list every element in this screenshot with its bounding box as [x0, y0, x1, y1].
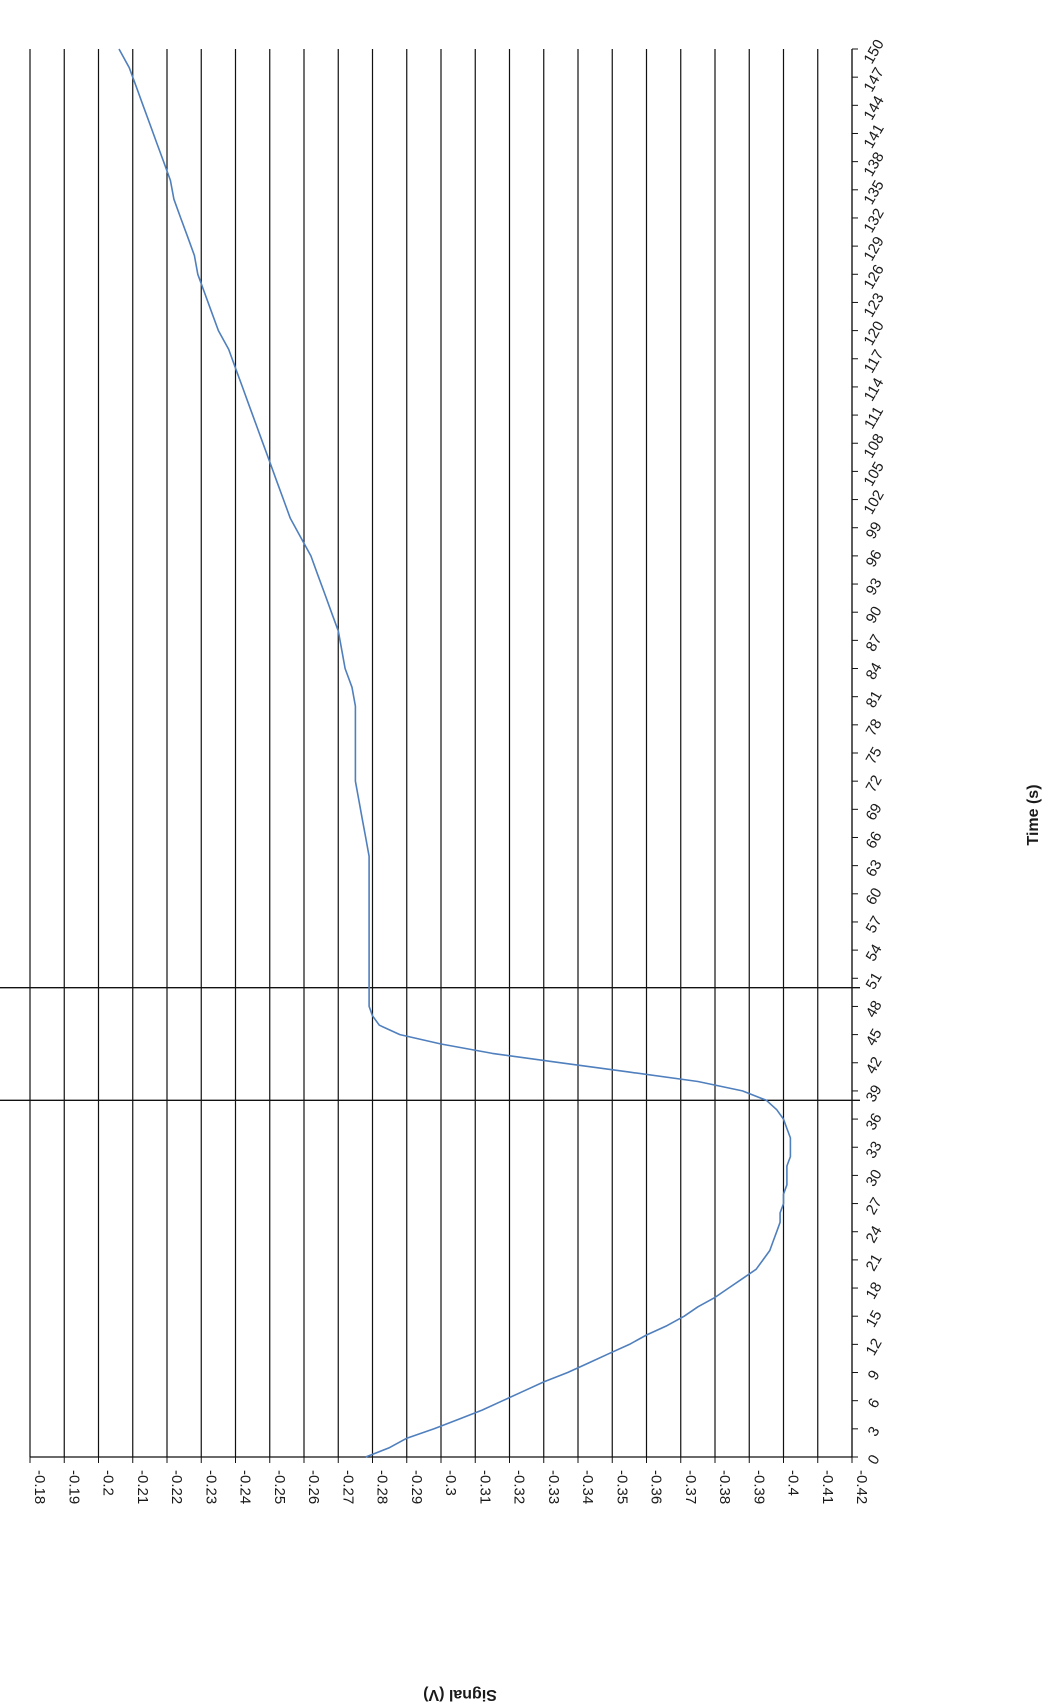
time-tick-label: 126: [860, 262, 887, 292]
signal-tick-labels: -0.18 -0.19 -0.2 -0.21 -0.22 -0.23 -0.24 -0.25-…: [31, 1470, 870, 1504]
time-tick-label: 6: [865, 1396, 884, 1412]
time-tick-label: 120: [860, 318, 887, 348]
time-tick-label: 111: [861, 404, 887, 432]
signal-tick-label: -0.35: [613, 1470, 630, 1504]
time-tick-label: 15: [863, 1307, 886, 1330]
time-tick-label: 144: [860, 93, 887, 123]
time-tick-label: 147: [860, 65, 887, 95]
signal-tick-label: -0.25: [271, 1470, 288, 1504]
time-tick-label: 12: [863, 1336, 886, 1359]
signal-tick-label: -0.26: [305, 1470, 322, 1504]
time-tick-label: 60: [863, 885, 886, 908]
time-tick-label: 138: [860, 149, 887, 179]
time-tick-label: 108: [860, 431, 887, 461]
signal-tick-label: -0.18: [31, 1470, 48, 1504]
time-tick-label: 129: [860, 234, 887, 264]
time-tick-labels: 0369121518212427303336394245485154576063…: [860, 37, 887, 1468]
time-axis-title: Time (s): [1025, 784, 1042, 845]
time-tick-label: 42: [863, 1054, 886, 1077]
signal-tick-label: -0.37: [682, 1470, 699, 1504]
time-tick-label: 30: [863, 1167, 886, 1190]
signal-tick-label: -0.36: [648, 1470, 665, 1504]
time-tick-label: 150: [860, 37, 887, 67]
signal-tick-label: -0.27: [339, 1470, 356, 1504]
time-tick-label: 69: [863, 801, 886, 824]
signal-tick-label: -0.19: [65, 1470, 82, 1504]
time-tick-label: 39: [863, 1082, 886, 1105]
time-tick-label: 36: [863, 1110, 886, 1133]
signal-tick-label: -0.29: [408, 1470, 425, 1504]
time-tick-label: 75: [863, 744, 886, 767]
time-tick-label: 96: [863, 547, 886, 570]
vertical-grid-lines: [30, 49, 852, 1457]
signal-line: [119, 49, 790, 1457]
time-tick-label: 21: [863, 1251, 886, 1274]
time-tick-label: 33: [863, 1139, 886, 1162]
signal-tick-label: -0.32: [511, 1470, 528, 1504]
time-tick-label: 51: [863, 970, 886, 993]
time-tick-label: 105: [860, 459, 887, 489]
time-tick-label: 72: [863, 772, 886, 795]
signal-tick-label: -0.2: [100, 1470, 117, 1496]
signal-tick-label: -0.39: [750, 1470, 767, 1504]
time-tick-label: 18: [863, 1279, 886, 1302]
signal-tick-label: -0.33: [545, 1470, 562, 1504]
signal-tick-label: -0.4: [785, 1470, 802, 1496]
time-tick-label: 132: [860, 206, 887, 236]
plot-frame: [30, 49, 858, 1463]
signal-tick-label: -0.31: [476, 1470, 493, 1504]
time-tick-label: 3: [865, 1424, 884, 1440]
time-tick-label: 66: [863, 829, 886, 852]
event-marker-lines: [0, 988, 860, 1101]
time-tick-label: 48: [863, 998, 886, 1021]
time-tick-label: 102: [860, 487, 887, 517]
signal-tick-label: -0.34: [579, 1470, 596, 1504]
time-tick-label: 90: [863, 603, 886, 626]
signal-tick-label: -0.28: [374, 1470, 391, 1504]
signal-tick-label: -0.24: [237, 1470, 254, 1504]
time-tick-label: 54: [863, 941, 886, 964]
time-tick-label: 45: [863, 1026, 886, 1049]
time-tick-label: 114: [861, 375, 888, 404]
time-tick-label: 135: [860, 177, 887, 207]
signal-tick-label: -0.38: [716, 1470, 733, 1504]
time-tick-label: 117: [861, 347, 888, 376]
signal-tick-label: -0.3: [442, 1470, 459, 1496]
time-tick-label: 93: [863, 575, 886, 598]
time-tick-label: 57: [863, 913, 886, 936]
time-tick-label: 84: [863, 660, 886, 683]
signal-tick-label: -0.21: [134, 1470, 151, 1504]
time-tick-label: 81: [863, 688, 886, 711]
time-tick-label: 141: [860, 121, 887, 151]
signal-axis-title: Signal (V): [423, 1686, 497, 1702]
time-tick-label: 0: [865, 1452, 884, 1468]
time-tick-label: 123: [860, 290, 887, 320]
time-tick-label: 78: [863, 716, 886, 739]
time-tick-label: 99: [863, 519, 886, 542]
signal-tick-label: -0.42: [853, 1470, 870, 1504]
time-tick-label: 27: [863, 1195, 886, 1218]
time-tick-label: 63: [863, 857, 886, 880]
signal-tick-label: -0.23: [202, 1470, 219, 1504]
time-tick-label: 9: [865, 1367, 884, 1383]
signal-series: [119, 49, 790, 1457]
time-tick-label: 24: [863, 1223, 886, 1246]
signal-tick-label: -0.22: [168, 1470, 185, 1504]
time-tick-label: 87: [863, 632, 886, 655]
signal-tick-label: -0.41: [819, 1470, 836, 1504]
